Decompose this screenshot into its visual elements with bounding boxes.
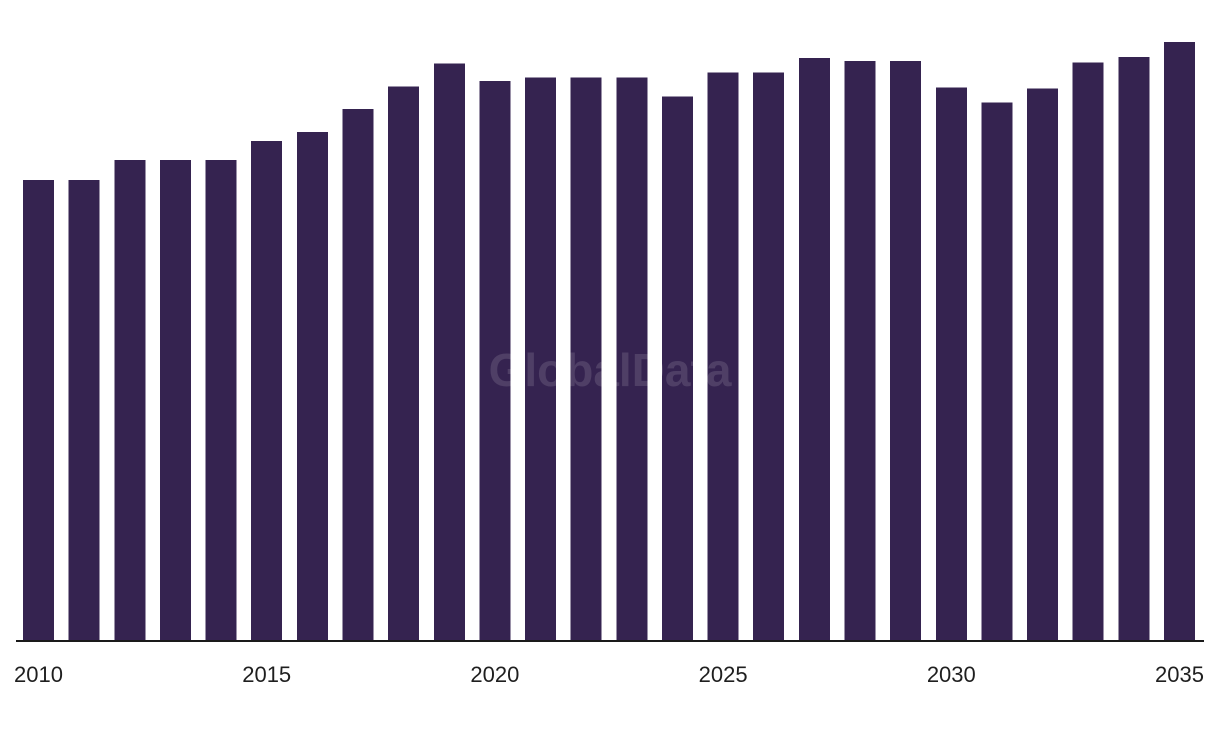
bar-2019 bbox=[433, 63, 465, 642]
bar-2022 bbox=[570, 77, 602, 642]
bar-2017 bbox=[342, 109, 374, 642]
x-tick-label-2030: 2030 bbox=[927, 662, 976, 687]
bar-2020 bbox=[479, 80, 511, 641]
bar-2016 bbox=[296, 131, 328, 641]
bar-2012 bbox=[114, 160, 146, 641]
bar-2030 bbox=[935, 87, 967, 641]
x-tick-labels: 2010 2015 2020 2025 2030 2035 bbox=[14, 662, 1204, 687]
bar-2029 bbox=[890, 61, 922, 641]
bar-2033 bbox=[1072, 62, 1104, 641]
bar-2023 bbox=[616, 77, 648, 642]
watermark: GlobalData bbox=[489, 344, 732, 396]
bar-2034 bbox=[1118, 57, 1150, 641]
bar-2014 bbox=[205, 160, 237, 641]
bar-2011 bbox=[68, 179, 100, 642]
x-tick-label-2015: 2015 bbox=[242, 662, 291, 687]
bar-2010 bbox=[23, 179, 54, 642]
bar-2013 bbox=[159, 160, 191, 641]
bar-2035 bbox=[1164, 42, 1195, 641]
bar-2015 bbox=[251, 140, 283, 642]
bar-2018 bbox=[388, 86, 420, 642]
bar-2027 bbox=[798, 58, 830, 641]
bar-2032 bbox=[1027, 88, 1059, 641]
bar-2025 bbox=[707, 72, 739, 641]
bars-group bbox=[23, 42, 1195, 642]
x-tick-label-2020: 2020 bbox=[470, 662, 519, 687]
x-tick-label-2025: 2025 bbox=[699, 662, 748, 687]
bar-2026 bbox=[753, 72, 785, 641]
bar-2021 bbox=[525, 77, 556, 642]
bar-2024 bbox=[662, 96, 693, 641]
x-tick-label-2010: 2010 bbox=[14, 662, 63, 687]
bar-2031 bbox=[981, 102, 1013, 641]
bar-2028 bbox=[844, 61, 876, 641]
x-tick-label-2035: 2035 bbox=[1155, 662, 1204, 687]
